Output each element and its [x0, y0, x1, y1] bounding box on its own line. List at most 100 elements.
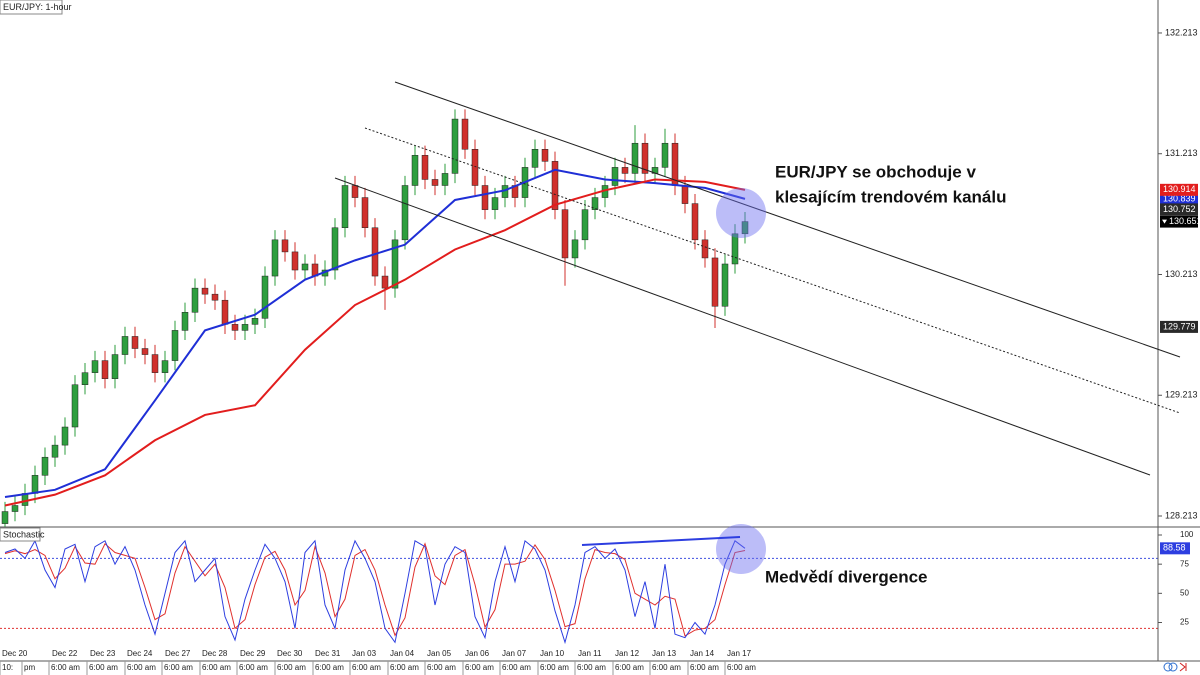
price-box-label: 129.779 [1163, 321, 1196, 331]
oscillator-line [4, 542, 746, 637]
candle-body [571, 239, 579, 259]
y-tick-label: 100 [1180, 530, 1194, 539]
candle-body [361, 197, 369, 229]
candle-body [591, 197, 599, 210]
price-box [1160, 183, 1198, 196]
candle-body [301, 263, 309, 271]
candle-body [91, 360, 99, 373]
date-label: Jan 17 [727, 649, 752, 658]
title-box [0, 0, 63, 15]
time-label: 6:00 am [427, 663, 456, 672]
y-tick-label: 50 [1180, 588, 1189, 597]
date-label: Jan 11 [578, 649, 602, 658]
date-label: Dec 31 [315, 649, 341, 658]
y-tick-label: 75 [1180, 559, 1189, 568]
annotation: EUR/JPY se obchoduje v [775, 162, 976, 181]
candle-body [541, 149, 549, 162]
candle-body [481, 185, 489, 210]
date-label: Dec 23 [90, 649, 116, 658]
date-label: Jan 06 [465, 649, 490, 658]
candle-body [221, 299, 229, 325]
icon [1179, 662, 1187, 672]
date-label: Dec 28 [202, 649, 228, 658]
candle-body [531, 149, 539, 168]
plot-layer: 128.213 129.213 130.213 131.213 132.213 25 50 7… [0, 27, 1198, 645]
candle-body [11, 505, 19, 512]
date-label: Jan 14 [690, 649, 715, 658]
candle-body [51, 444, 59, 458]
time-label: 6:00 am [727, 663, 756, 672]
price-box [1160, 320, 1198, 333]
candle-body [731, 233, 739, 265]
date-label: Jan 04 [390, 649, 415, 658]
chart-title: EUR/JPY: 1-hour [3, 2, 72, 12]
candle-body [231, 324, 239, 331]
time-label: 6:00 am [315, 663, 344, 672]
candle-body [641, 142, 649, 174]
date-label: Dec 27 [165, 649, 191, 658]
candle-body [121, 336, 129, 355]
icon [1163, 662, 1173, 672]
icon [1168, 662, 1178, 672]
candle-body [201, 287, 209, 295]
candle-body [431, 179, 439, 186]
y-tick-label: 132.213 [1165, 27, 1198, 37]
candle-body [441, 173, 449, 186]
candle-body [261, 275, 269, 319]
candle-body [1, 511, 9, 524]
candle-body [371, 227, 379, 277]
candle-body [721, 263, 729, 307]
time-label: 6:00 am [51, 663, 80, 672]
price-box-label: 130.839 [1163, 193, 1196, 203]
candle-body [281, 239, 289, 253]
candle-body [561, 209, 569, 259]
candle-body [131, 336, 139, 349]
highlight-circle [716, 524, 766, 574]
candle-body [271, 239, 279, 277]
time-label: 6:00 am [352, 663, 381, 672]
y-tick-label: 130.213 [1165, 269, 1198, 279]
price-box [1160, 192, 1198, 205]
date-label: Jan 05 [427, 649, 452, 658]
date-label: Dec 29 [240, 649, 266, 658]
candle-body [631, 142, 639, 174]
annotation: klesajícím trendovém kanálu [775, 187, 1007, 206]
candle-body [41, 456, 49, 476]
candle-body [581, 209, 589, 241]
date-label: Jan 07 [502, 649, 527, 658]
y-tick-label: 131.213 [1165, 148, 1198, 158]
candle-body [291, 251, 299, 271]
price-box [1160, 203, 1198, 216]
candle-body [181, 312, 189, 331]
time-label: 6:00 am [615, 663, 644, 672]
time-label: 6:00 am [127, 663, 156, 672]
time-label: 6:00 am [202, 663, 231, 672]
channel-upper [394, 81, 1181, 358]
time-label: 6:00 am [690, 663, 719, 672]
candle-body [681, 185, 689, 204]
time-label: pm [24, 663, 35, 672]
time-label: 6:00 am [577, 663, 606, 672]
candle-body [421, 155, 429, 180]
candle-body [161, 360, 169, 373]
candle-body [701, 239, 709, 259]
time-label: 6:00 am [390, 663, 419, 672]
time-label: 6:00 am [465, 663, 494, 672]
date-label: Dec 30 [277, 649, 303, 658]
date-label: Dec 22 [52, 649, 78, 658]
price-box-label: 130.752 [1163, 204, 1196, 214]
candle-body [471, 149, 479, 186]
candle-body [331, 227, 339, 271]
candle-body [251, 318, 259, 325]
candle-body [31, 475, 39, 494]
channel-lower [334, 177, 1151, 476]
candle-body [381, 275, 389, 289]
oscillator-line [4, 539, 746, 645]
candle-body [391, 239, 399, 289]
time-label: 6:00 am [277, 663, 306, 672]
candle-body [621, 167, 629, 174]
time-label: 6:00 am [540, 663, 569, 672]
time-label: 6:00 am [239, 663, 268, 672]
candle-body [611, 167, 619, 186]
